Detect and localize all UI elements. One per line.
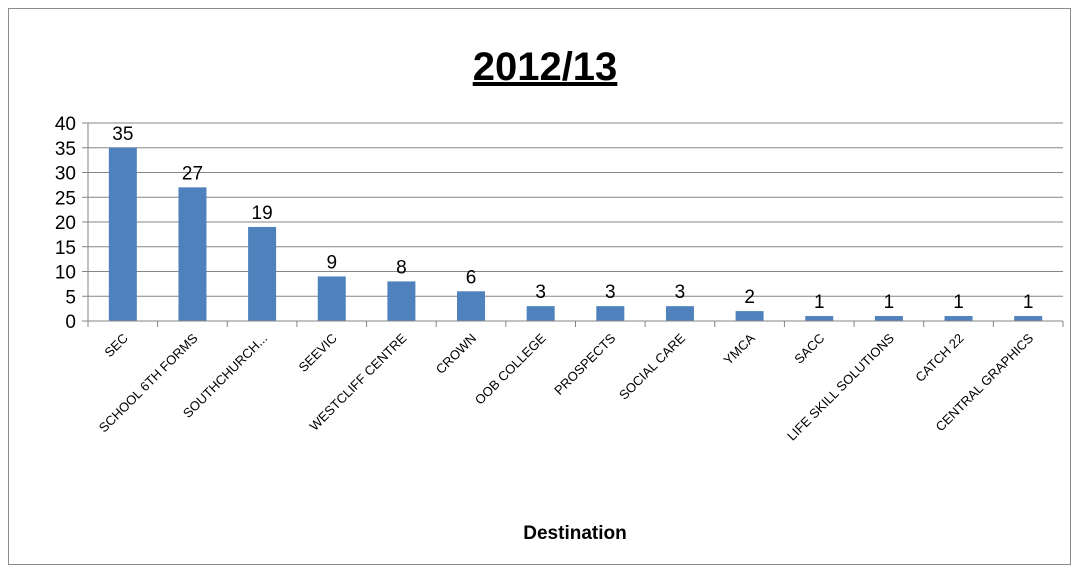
x-axis-label: Destination bbox=[523, 523, 626, 544]
data-label: 1 bbox=[1023, 292, 1034, 313]
data-label: 1 bbox=[814, 292, 825, 313]
data-label: 27 bbox=[182, 163, 203, 184]
x-tick-label: SEC bbox=[101, 331, 131, 361]
x-tick-label: CROWN bbox=[433, 331, 479, 377]
data-label: 35 bbox=[112, 124, 133, 145]
bars bbox=[108, 147, 1043, 321]
y-tick-label: 20 bbox=[55, 213, 76, 234]
data-label: 3 bbox=[605, 282, 616, 303]
data-label: 9 bbox=[326, 252, 337, 273]
x-tick-label: OOB COLLEGE bbox=[472, 330, 549, 407]
bar bbox=[874, 316, 903, 321]
data-label: 2 bbox=[744, 287, 755, 308]
y-tick-label: 5 bbox=[65, 287, 76, 308]
bar bbox=[526, 306, 555, 321]
bar bbox=[317, 276, 346, 321]
y-tick-label: 35 bbox=[55, 139, 76, 160]
x-tick-label: PROSPECTS bbox=[551, 330, 619, 398]
y-tick-label: 10 bbox=[55, 263, 76, 284]
y-tick-label: 40 bbox=[55, 114, 76, 135]
x-tick-label: YMCA bbox=[721, 330, 758, 367]
data-label: 3 bbox=[675, 282, 686, 303]
y-tick-label: 15 bbox=[55, 238, 76, 259]
y-tick-label: 25 bbox=[55, 188, 76, 209]
bar bbox=[665, 306, 694, 321]
data-label: 8 bbox=[396, 257, 407, 278]
bar bbox=[1014, 316, 1043, 321]
bar bbox=[457, 291, 486, 321]
bar bbox=[387, 281, 416, 321]
y-tick-label: 30 bbox=[55, 164, 76, 185]
x-tick-label: SACC bbox=[791, 331, 827, 367]
y-axis: 0 5 10 15 20 25 30 35 40 bbox=[55, 114, 89, 333]
bar bbox=[248, 226, 277, 321]
chart-title: 2012/13 bbox=[473, 45, 618, 89]
gridlines bbox=[88, 122, 1063, 297]
bar bbox=[178, 187, 207, 321]
x-tick-label: SEEVIC bbox=[296, 331, 340, 375]
data-label: 6 bbox=[466, 267, 477, 288]
x-tick-label: SOCIAL CARE bbox=[616, 330, 688, 402]
bar bbox=[108, 147, 137, 321]
data-label: 1 bbox=[953, 292, 964, 313]
bar bbox=[805, 316, 834, 321]
bar bbox=[944, 316, 973, 321]
y-tick-label: 0 bbox=[65, 312, 76, 333]
data-label: 1 bbox=[884, 292, 895, 313]
bar bbox=[596, 306, 625, 321]
data-label: 19 bbox=[252, 203, 273, 224]
x-tick-label: CATCH 22 bbox=[912, 331, 966, 385]
data-label: 3 bbox=[535, 282, 546, 303]
data-labels: 35 27 19 9 8 6 3 3 3 2 1 1 1 1 bbox=[112, 124, 1033, 313]
bar bbox=[735, 311, 764, 321]
